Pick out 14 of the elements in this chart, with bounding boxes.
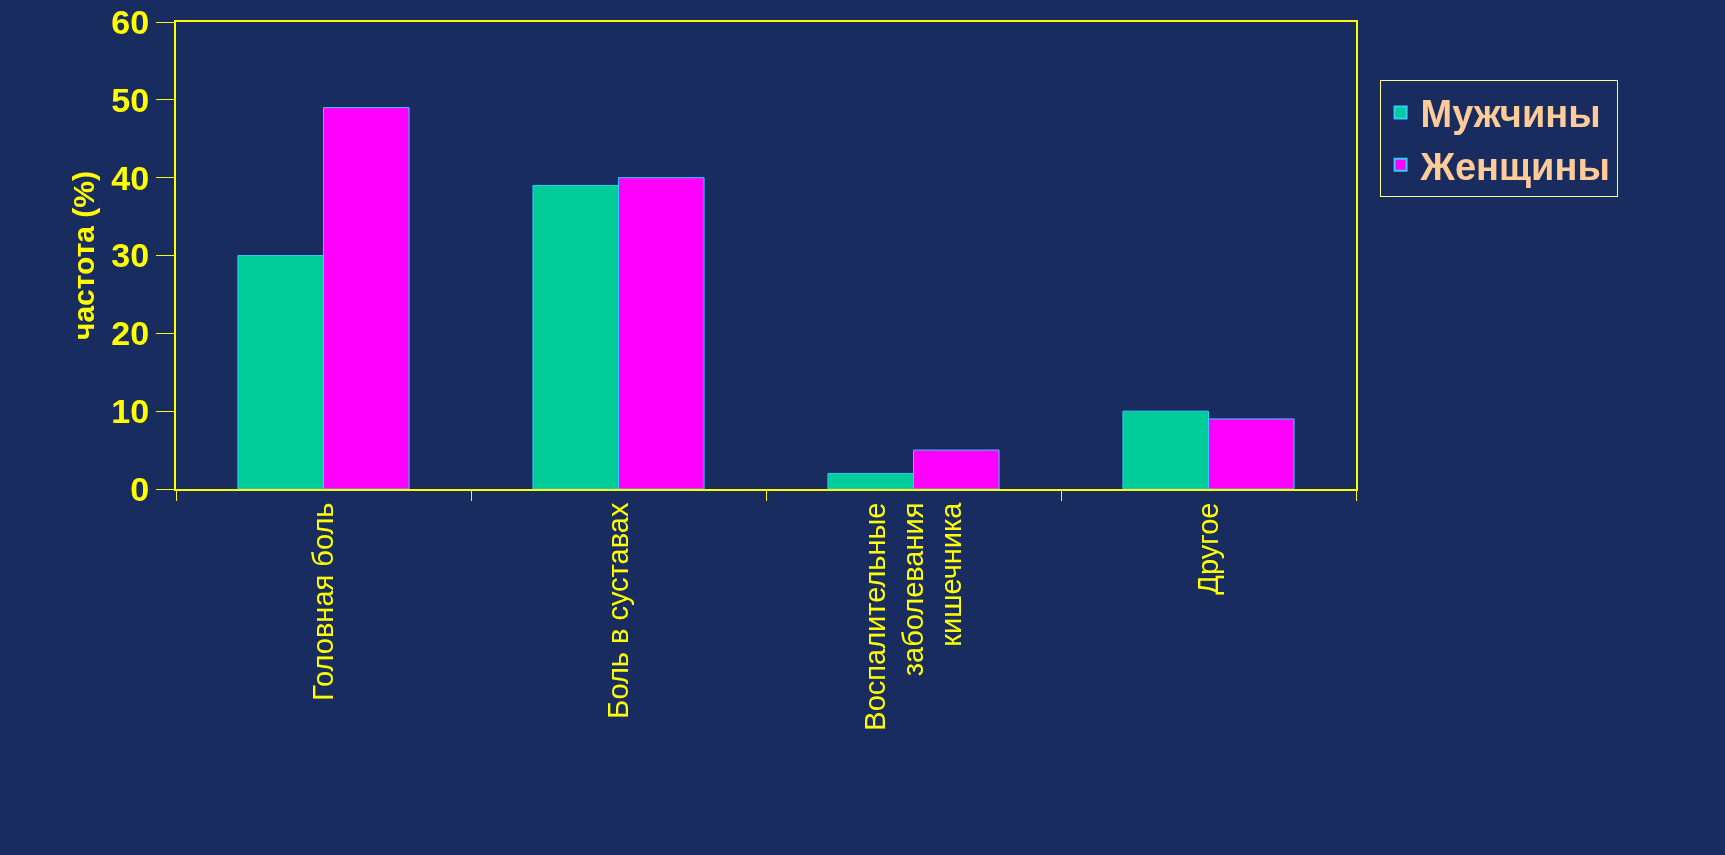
y-tick-label: 60 — [111, 2, 150, 41]
x-tick-label: Боль в суставах — [601, 502, 634, 719]
legend-label: Женщины — [1419, 145, 1610, 188]
x-tick-label: Воспалительные заболевания кишечника — [859, 501, 967, 731]
y-tick-label: 30 — [111, 236, 150, 275]
x-tick-label: Другое — [1191, 502, 1224, 595]
y-axis-title: частота (%) — [66, 170, 100, 341]
y-tick-label: 20 — [111, 314, 150, 353]
legend-label: Мужчины — [1420, 93, 1601, 136]
x-tick-label: Головная боль — [306, 502, 339, 701]
y-tick-label: 0 — [130, 469, 150, 508]
y-tick-label: 10 — [111, 392, 150, 431]
y-tick-label: 50 — [111, 80, 150, 119]
y-tick-label: 40 — [111, 158, 150, 197]
